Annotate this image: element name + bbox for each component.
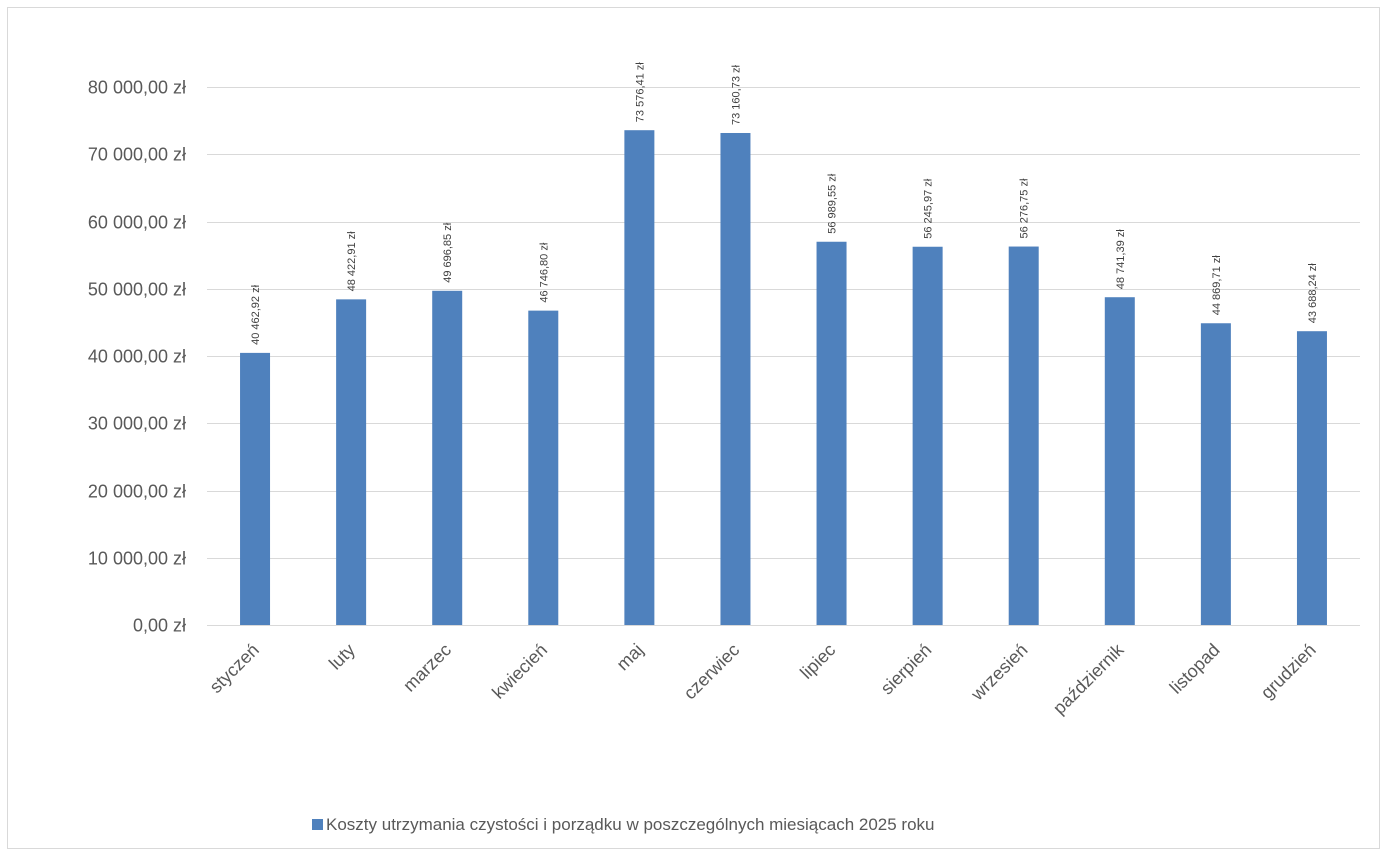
y-tick-label: 70 000,00 zł — [88, 145, 186, 165]
bars — [240, 130, 1327, 626]
data-label: 56 989,55 zł — [827, 173, 839, 233]
legend-label: Koszty utrzymania czystości i porządku w… — [326, 815, 935, 834]
data-label: 48 422,91 zł — [346, 231, 358, 291]
data-label: 56 245,97 zł — [923, 178, 935, 238]
data-label: 46 746,80 zł — [538, 242, 550, 302]
y-tick-label: 60 000,00 zł — [88, 213, 186, 233]
x-tick-label: grudzień — [1257, 640, 1320, 703]
bar — [336, 299, 367, 625]
x-tick-label: marzec — [399, 640, 455, 696]
data-label: 73 576,41 zł — [634, 62, 646, 122]
bar — [720, 132, 751, 626]
data-labels: 40 462,92 zł 48 422,91 zł 49 696,85 zł 46 7… — [250, 62, 1319, 345]
data-label: 44 869,71 zł — [1211, 255, 1223, 315]
y-tick-label: 50 000,00 zł — [88, 280, 186, 300]
x-axis-ticks: styczeń luty marzec kwiecień maj czerwiec lipi… — [206, 639, 1320, 718]
data-label: 48 741,39 zł — [1115, 229, 1127, 289]
bar — [816, 241, 847, 625]
bar — [1200, 323, 1231, 625]
bar — [528, 310, 559, 625]
x-tick-label: lipiec — [796, 640, 839, 683]
y-tick-label: 30 000,00 zł — [88, 414, 186, 434]
bar — [912, 246, 943, 625]
bar — [432, 290, 463, 625]
x-tick-label: listopad — [1166, 640, 1224, 698]
x-tick-label: czerwiec — [680, 640, 744, 704]
y-tick-label: 40 000,00 zł — [88, 347, 186, 367]
x-tick-label: sierpień — [877, 640, 936, 699]
legend-swatch — [312, 819, 323, 830]
y-tick-label: 20 000,00 zł — [88, 482, 186, 502]
bar — [1296, 331, 1327, 625]
x-tick-label: kwiecień — [488, 640, 551, 703]
y-axis-ticks: 0,00 zł 10 000,00 zł 20 000,00 zł 30 000,00… — [88, 78, 186, 636]
bar — [624, 130, 655, 625]
x-tick-label: luty — [325, 640, 359, 674]
chart-frame — [7, 7, 1380, 849]
x-tick-label: wrzesień — [966, 640, 1031, 705]
legend: Koszty utrzymania czystości i porządku w… — [312, 815, 935, 834]
x-tick-label: styczeń — [206, 640, 263, 697]
x-tick-label: październik — [1049, 639, 1128, 718]
gridlines — [207, 87, 1360, 626]
bar — [1008, 246, 1039, 625]
bar — [240, 352, 271, 625]
data-label: 40 462,92 zł — [250, 284, 262, 344]
bar — [1104, 297, 1135, 625]
x-tick-label: maj — [613, 640, 648, 675]
y-tick-label: 10 000,00 zł — [88, 549, 186, 569]
data-label: 73 160,73 zł — [730, 65, 742, 125]
y-tick-label: 80 000,00 zł — [88, 78, 186, 98]
data-label: 56 276,75 zł — [1019, 178, 1031, 238]
y-tick-label: 0,00 zł — [133, 616, 186, 636]
data-label: 49 696,85 zł — [442, 222, 454, 282]
data-label: 43 688,24 zł — [1307, 263, 1319, 323]
